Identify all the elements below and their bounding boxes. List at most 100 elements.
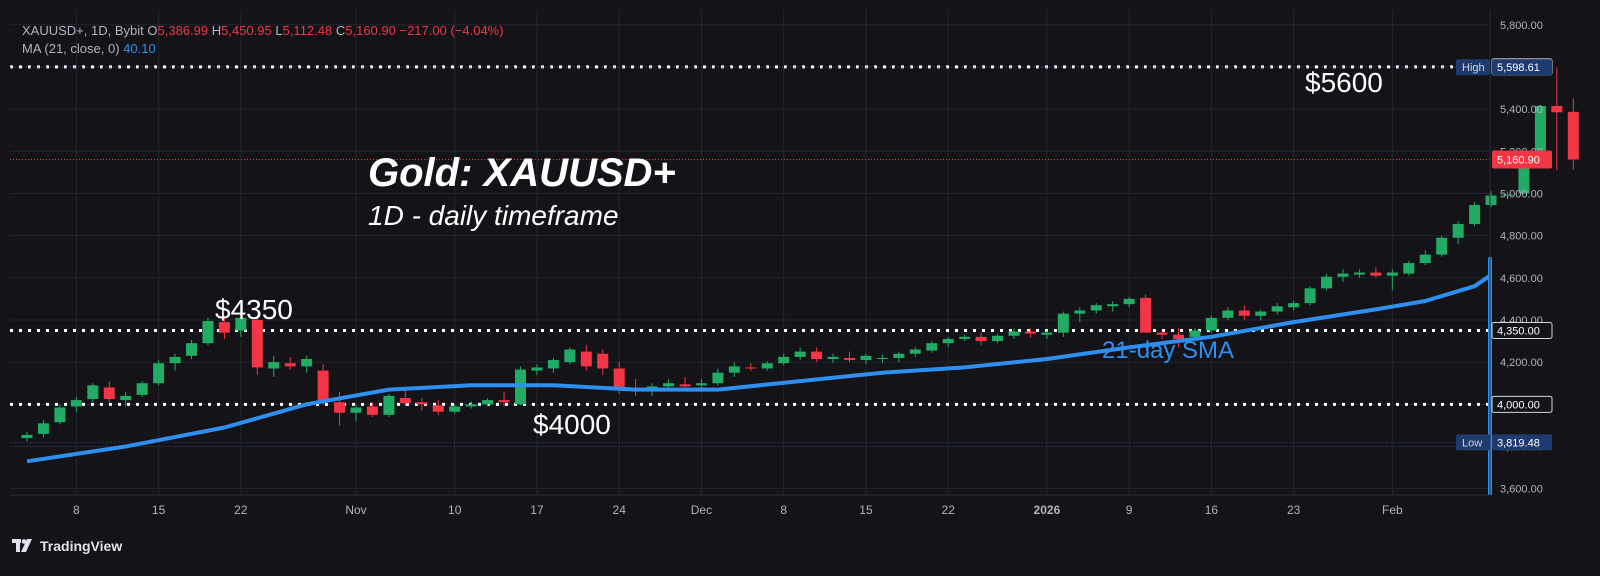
candle[interactable]: [1567, 98, 1579, 170]
candle[interactable]: [1419, 250, 1431, 266]
candle-body: [844, 357, 855, 361]
candle[interactable]: [37, 420, 49, 438]
high-label: H: [211, 23, 222, 38]
candle[interactable]: [1090, 303, 1102, 314]
candle[interactable]: [235, 315, 247, 337]
time-axis[interactable]: 8 15 22 Nov 10 17 24 Dec 8 15 22 2026 9 16 23 Feb: [10, 494, 1490, 517]
candle[interactable]: [876, 354, 888, 364]
candle[interactable]: [597, 349, 609, 375]
candle[interactable]: [1370, 267, 1382, 278]
candle[interactable]: [1534, 104, 1546, 158]
x-tick-label: 9: [1126, 503, 1133, 517]
candle[interactable]: [1469, 201, 1481, 227]
candle[interactable]: [959, 334, 971, 342]
candle[interactable]: [465, 401, 477, 409]
candle[interactable]: [992, 333, 1004, 344]
candle[interactable]: [1452, 220, 1464, 245]
candle[interactable]: [218, 315, 230, 339]
candle[interactable]: [1551, 67, 1563, 171]
candle[interactable]: [432, 400, 444, 415]
candle[interactable]: [54, 404, 66, 425]
ma-label[interactable]: MA (21, close, 0): [22, 41, 120, 56]
candle[interactable]: [399, 389, 411, 407]
candle[interactable]: [794, 347, 806, 361]
candle[interactable]: [1288, 301, 1300, 311]
candle[interactable]: [1403, 260, 1415, 276]
candle[interactable]: [251, 315, 263, 375]
candle[interactable]: [1337, 269, 1349, 283]
change-value: −217.00 (−4.04%): [399, 23, 504, 38]
candle[interactable]: [580, 345, 592, 371]
candle[interactable]: [153, 360, 165, 386]
candle[interactable]: [103, 381, 115, 403]
candle[interactable]: [120, 391, 132, 407]
candle[interactable]: [1386, 269, 1398, 291]
candle[interactable]: [284, 356, 296, 370]
candle[interactable]: [1436, 235, 1448, 257]
candle[interactable]: [1353, 269, 1365, 278]
candle[interactable]: [416, 398, 428, 411]
candle[interactable]: [679, 376, 691, 390]
candle[interactable]: [1271, 303, 1283, 315]
candle[interactable]: [778, 353, 790, 366]
price-axis[interactable]: 3,600.003,800.004,000.004,200.004,400.00…: [1489, 10, 1543, 496]
candle[interactable]: [827, 353, 839, 364]
candle[interactable]: [169, 353, 181, 371]
candle[interactable]: [893, 351, 905, 363]
candle-body: [202, 321, 214, 344]
symbol-label[interactable]: XAUUSD+, 1D, Bybit: [22, 23, 144, 38]
candle[interactable]: [1173, 328, 1184, 348]
candle[interactable]: [1140, 294, 1152, 333]
candle[interactable]: [942, 336, 954, 348]
candle[interactable]: [811, 347, 823, 363]
candle[interactable]: [482, 398, 494, 407]
candle[interactable]: [202, 317, 214, 346]
candle[interactable]: [498, 391, 510, 407]
candle[interactable]: [761, 361, 773, 371]
candle[interactable]: [1156, 330, 1168, 339]
candle-body: [54, 407, 66, 423]
candle[interactable]: [136, 381, 148, 397]
candle[interactable]: [1008, 328, 1020, 339]
candle[interactable]: [186, 340, 197, 359]
candle[interactable]: [1024, 328, 1036, 338]
candle[interactable]: [1255, 309, 1267, 320]
candle[interactable]: [1041, 330, 1053, 339]
candle[interactable]: [268, 355, 280, 377]
candle[interactable]: [1238, 305, 1250, 320]
candle[interactable]: [926, 341, 938, 353]
candle[interactable]: [1304, 286, 1316, 306]
candle[interactable]: [70, 396, 82, 412]
candle[interactable]: [1321, 273, 1333, 291]
candle[interactable]: [1107, 301, 1119, 312]
candle[interactable]: [712, 368, 724, 386]
candle[interactable]: [844, 351, 855, 363]
candle[interactable]: [350, 404, 362, 422]
candle[interactable]: [1502, 191, 1513, 199]
candle[interactable]: [317, 364, 329, 405]
candle[interactable]: [564, 347, 576, 365]
candle[interactable]: [728, 362, 740, 377]
candle[interactable]: [449, 404, 461, 414]
candle[interactable]: [1222, 307, 1234, 320]
candle[interactable]: [1057, 311, 1069, 337]
candle[interactable]: [1123, 296, 1135, 308]
candle[interactable]: [531, 364, 543, 375]
candle[interactable]: [1485, 191, 1497, 208]
candle[interactable]: [87, 383, 99, 403]
candle[interactable]: [745, 363, 757, 371]
candle[interactable]: [366, 402, 378, 417]
candle[interactable]: [21, 431, 33, 442]
candle[interactable]: [1205, 315, 1217, 333]
candle[interactable]: [383, 393, 395, 417]
candle[interactable]: [301, 355, 313, 373]
candle[interactable]: [1074, 307, 1086, 323]
close-value: 5,160.90: [345, 23, 396, 38]
candle[interactable]: [909, 347, 921, 357]
candle[interactable]: [547, 357, 559, 373]
candle-body: [1288, 303, 1300, 308]
candle[interactable]: [975, 332, 987, 346]
candle[interactable]: [860, 353, 872, 365]
candle-body: [284, 363, 296, 367]
